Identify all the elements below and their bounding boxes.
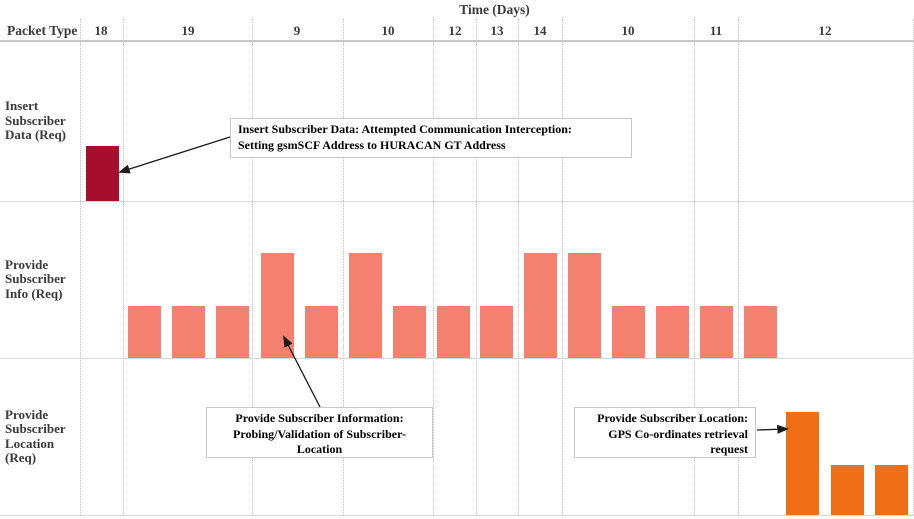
annotation-box-3: Provide Subscriber Location: GPS Co-ordin… <box>574 407 756 458</box>
gridline <box>433 19 434 515</box>
gridline <box>738 19 739 515</box>
bar-provide-subscriber-info <box>700 306 733 358</box>
annotation-arrow-3 <box>756 424 789 434</box>
bar-provide-subscriber-info <box>128 306 161 358</box>
gridline <box>518 19 519 515</box>
gridline <box>562 19 563 515</box>
bar-provide-subscriber-info <box>524 253 557 358</box>
annotation-box-1: Insert Subscriber Data: Attempted Commun… <box>230 118 632 158</box>
annotation-arrow-1 <box>118 136 231 174</box>
x-axis-title: Time (Days) <box>459 2 530 17</box>
x-tick-label: 14 <box>533 23 547 38</box>
bar-provide-subscriber-location <box>786 412 819 515</box>
row-label-text: Insert Subscriber Data (Req) <box>5 98 67 143</box>
annotation-line: Provide Subscriber Location: <box>597 411 748 425</box>
annotation-box-2: Provide Subscriber Information: Probing/V… <box>206 407 433 458</box>
annotation-line: Setting gsmSCF Address to HURACAN GT Add… <box>238 137 506 152</box>
x-tick-label: 18 <box>94 23 108 38</box>
annotation-line: Probing/Validation of Subscriber- <box>233 426 406 441</box>
bar-provide-subscriber-location <box>875 465 908 515</box>
row-label-provide-subscriber-location: Provide Subscriber Location (Req) <box>5 358 77 515</box>
gridline <box>252 19 253 515</box>
x-tick-label: 19 <box>181 23 195 38</box>
x-tick-label: 10 <box>621 23 635 38</box>
x-tick-label: 11 <box>709 23 723 38</box>
bar-provide-subscriber-info <box>437 306 470 358</box>
bar-provide-subscriber-info <box>261 253 294 358</box>
bar-provide-subscriber-info <box>744 306 777 358</box>
gridline <box>80 19 81 515</box>
row-baseline <box>0 358 914 359</box>
x-tick-label: 9 <box>293 23 301 38</box>
annotation-line: Provide Subscriber Information: <box>235 411 404 425</box>
header-divider-line <box>0 40 914 42</box>
row-baseline <box>0 201 914 202</box>
bar-provide-subscriber-info <box>393 306 426 358</box>
bar-provide-subscriber-info <box>305 306 338 358</box>
bar-provide-subscriber-info <box>216 306 249 358</box>
gridline <box>123 19 124 515</box>
x-tick-label: 12 <box>448 23 462 38</box>
row-label-text: Provide Subscriber Info (Req) <box>5 256 66 301</box>
row-baseline <box>0 515 914 516</box>
gridline <box>343 19 344 515</box>
row-label-insert-subscriber-data: Insert Subscriber Data (Req) <box>5 41 77 201</box>
x-tick-label: 13 <box>490 23 504 38</box>
gridline <box>694 19 695 515</box>
bar-provide-subscriber-info <box>612 306 645 358</box>
bar-provide-subscriber-info <box>656 306 689 358</box>
bar-provide-subscriber-info <box>349 253 382 358</box>
annotation-line: request <box>710 442 748 456</box>
bar-insert-subscriber-data <box>86 146 119 201</box>
row-label-text: Provide Subscriber Location (Req) <box>5 406 66 465</box>
bar-provide-subscriber-location <box>831 465 864 515</box>
bar-provide-subscriber-info <box>568 253 601 358</box>
annotation-line: Insert Subscriber Data: Attempted Commun… <box>238 122 572 136</box>
bar-provide-subscriber-info <box>172 306 205 358</box>
gridline <box>476 19 477 515</box>
x-tick-label: 12 <box>818 23 832 38</box>
row-label-provide-subscriber-info: Provide Subscriber Info (Req) <box>5 201 77 358</box>
y-axis-title: Packet Type <box>7 23 78 38</box>
annotation-line: Location <box>296 442 343 456</box>
x-tick-label: 10 <box>381 23 395 38</box>
annotation-line: GPS Co-ordinates retrieval <box>608 426 748 441</box>
bar-provide-subscriber-info <box>480 306 513 358</box>
